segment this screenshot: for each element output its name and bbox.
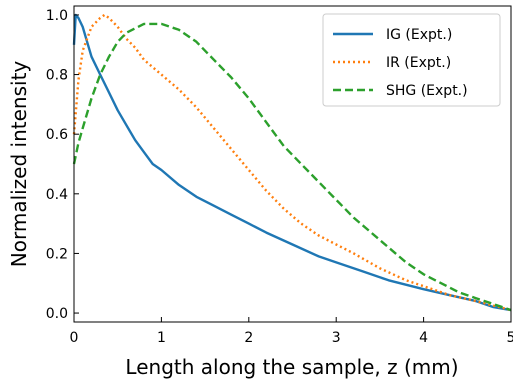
x-tick-label-0: 0 xyxy=(70,330,79,346)
legend-label-0: IG (Expt.) xyxy=(386,27,452,43)
x-tick-label-1: 1 xyxy=(157,330,166,346)
legend: IG (Expt.) IR (Expt.) SHG (Expt.) xyxy=(322,13,501,107)
legend-frame xyxy=(322,13,501,107)
series-line-1 xyxy=(72,13,512,312)
x-tick-label-5: 5 xyxy=(507,330,513,346)
y-tick-label-2: 0.4 xyxy=(46,187,68,203)
legend-label-1: IR (Expt.) xyxy=(386,55,451,71)
y-tick-label-5: 1.0 xyxy=(46,8,68,24)
y-axis-label: Normalized intensity xyxy=(7,61,31,268)
y-tick-label-3: 0.6 xyxy=(46,127,68,143)
x-tick-label-4: 4 xyxy=(419,330,428,346)
series-line-2 xyxy=(72,22,512,312)
legend-label-2: SHG (Expt.) xyxy=(386,83,468,99)
x-tick-label-3: 3 xyxy=(332,330,341,346)
y-tick-label-4: 0.8 xyxy=(46,68,68,84)
series-layer xyxy=(72,13,512,312)
y-tick-label-1: 0.2 xyxy=(46,246,68,262)
x-axis-label: Length along the sample, z (mm) xyxy=(125,355,458,379)
plot-frame xyxy=(73,5,512,323)
legend-items: IG (Expt.) IR (Expt.) SHG (Expt.) xyxy=(333,27,468,99)
x-tick-label-2: 2 xyxy=(244,330,253,346)
series-line-0 xyxy=(72,13,512,312)
y-tick-label-0: 0.0 xyxy=(46,306,68,322)
